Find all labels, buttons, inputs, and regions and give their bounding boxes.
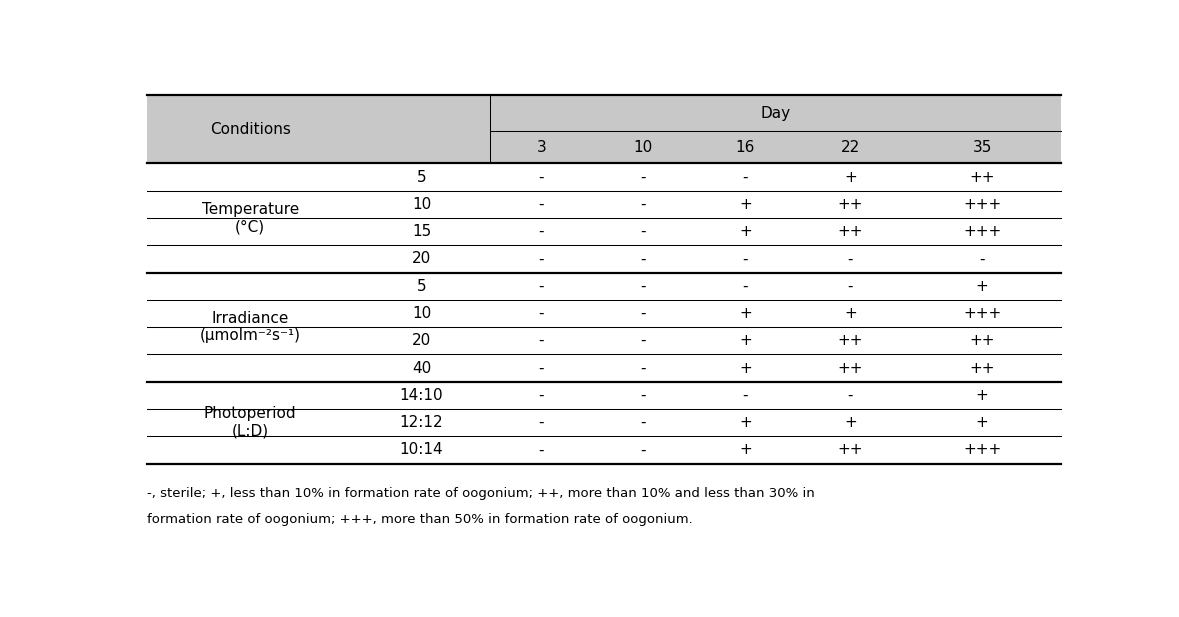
Text: 22: 22 (841, 139, 861, 155)
Text: -: - (539, 306, 544, 321)
Text: 20: 20 (411, 251, 432, 267)
Text: 40: 40 (411, 360, 432, 376)
Text: -: - (848, 279, 854, 294)
Text: +: + (976, 388, 988, 403)
Text: +: + (739, 360, 752, 376)
Text: 5: 5 (416, 170, 427, 184)
Text: 10:14: 10:14 (400, 442, 443, 457)
Text: -: - (539, 251, 544, 267)
Bar (147, 96, 1061, 164)
Text: 16: 16 (736, 139, 755, 155)
Text: -: - (640, 197, 645, 212)
Text: +: + (844, 170, 857, 184)
Text: -: - (640, 442, 645, 457)
Text: Irradiance
(μmolm⁻²s⁻¹): Irradiance (μmolm⁻²s⁻¹) (199, 311, 301, 343)
Text: 20: 20 (411, 333, 432, 348)
Text: -: - (539, 442, 544, 457)
Text: Temperature
(°C): Temperature (°C) (202, 202, 298, 234)
Text: 35: 35 (973, 139, 992, 155)
Text: 10: 10 (633, 139, 652, 155)
Text: ++: ++ (838, 442, 863, 457)
Text: ++: ++ (969, 333, 995, 348)
Text: -: - (640, 415, 645, 430)
Text: -: - (640, 360, 645, 376)
Text: +: + (976, 415, 988, 430)
Text: +++: +++ (963, 197, 1001, 212)
Text: 10: 10 (411, 197, 432, 212)
Text: -: - (640, 388, 645, 403)
Text: -: - (640, 224, 645, 239)
Text: ++: ++ (969, 170, 995, 184)
Text: 15: 15 (411, 224, 432, 239)
Text: +: + (739, 197, 752, 212)
Text: 3: 3 (536, 139, 546, 155)
Text: -: - (743, 279, 749, 294)
Text: -: - (539, 333, 544, 348)
Text: -: - (848, 251, 854, 267)
Text: -: - (848, 388, 854, 403)
Text: -, sterile; +, less than 10% in formation rate of oogonium; ++, more than 10% an: -, sterile; +, less than 10% in formatio… (147, 487, 815, 500)
Text: -: - (980, 251, 984, 267)
Text: +++: +++ (963, 306, 1001, 321)
Text: 12:12: 12:12 (400, 415, 443, 430)
Text: -: - (539, 170, 544, 184)
Text: -: - (640, 251, 645, 267)
Text: ++: ++ (838, 224, 863, 239)
Text: -: - (640, 306, 645, 321)
Text: -: - (539, 388, 544, 403)
Text: -: - (743, 170, 749, 184)
Text: +: + (739, 442, 752, 457)
Text: +: + (976, 279, 988, 294)
Text: +: + (739, 224, 752, 239)
Text: ++: ++ (838, 360, 863, 376)
Text: Photoperiod
(L:D): Photoperiod (L:D) (204, 407, 296, 439)
Text: Day: Day (760, 106, 791, 121)
Text: +++: +++ (963, 442, 1001, 457)
Text: +: + (739, 333, 752, 348)
Text: Conditions: Conditions (210, 122, 290, 137)
Text: -: - (743, 388, 749, 403)
Text: -: - (539, 415, 544, 430)
Text: 10: 10 (411, 306, 432, 321)
Text: -: - (640, 279, 645, 294)
Text: -: - (640, 170, 645, 184)
Text: 5: 5 (416, 279, 427, 294)
Text: -: - (539, 224, 544, 239)
Text: ++: ++ (969, 360, 995, 376)
Text: -: - (640, 333, 645, 348)
Text: +: + (739, 306, 752, 321)
Text: formation rate of oogonium; +++, more than 50% in formation rate of oogonium.: formation rate of oogonium; +++, more th… (147, 513, 693, 526)
Text: +: + (844, 306, 857, 321)
Text: -: - (539, 197, 544, 212)
Text: ++: ++ (838, 197, 863, 212)
Text: -: - (743, 251, 749, 267)
Text: -: - (539, 279, 544, 294)
Text: -: - (539, 360, 544, 376)
Text: ++: ++ (838, 333, 863, 348)
Text: +: + (844, 415, 857, 430)
Text: +++: +++ (963, 224, 1001, 239)
Text: +: + (739, 415, 752, 430)
Text: 14:10: 14:10 (400, 388, 443, 403)
